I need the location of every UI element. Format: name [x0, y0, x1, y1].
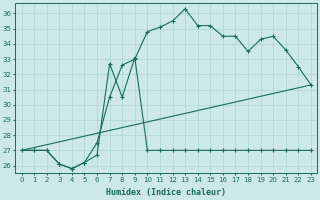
X-axis label: Humidex (Indice chaleur): Humidex (Indice chaleur) — [106, 188, 226, 197]
